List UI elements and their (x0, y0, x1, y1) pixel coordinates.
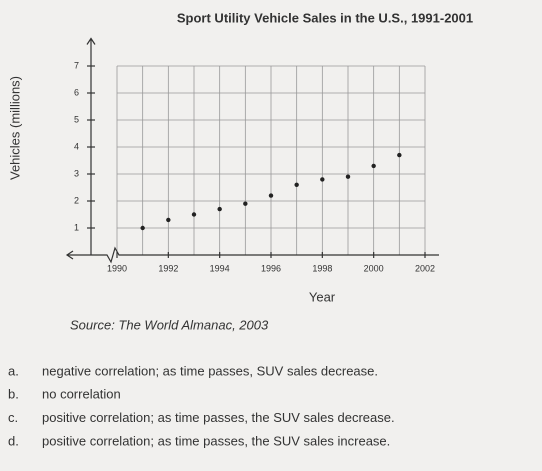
choice-letter: b. (8, 387, 19, 402)
y-tick-label: 4 (74, 141, 79, 151)
data-point (166, 217, 171, 223)
data-point (397, 152, 402, 158)
y-tick-label: 6 (74, 87, 79, 97)
data-point (294, 182, 299, 187)
choice-letter: d. (8, 433, 19, 448)
x-tick-label: 1990 (107, 263, 127, 273)
chart-title: Sport Utility Vehicle Sales in the U.S.,… (177, 10, 473, 25)
data-point (191, 212, 197, 217)
y-tick-label: 5 (74, 114, 79, 124)
x-axis (67, 246, 439, 264)
choice-text: positive correlation; as time passes, th… (42, 410, 395, 425)
data-point (140, 225, 145, 231)
y-tick-label: 1 (74, 222, 79, 232)
data-point (371, 163, 376, 169)
data-point (243, 201, 248, 206)
y-tick-label: 2 (74, 195, 79, 205)
data-point (345, 174, 351, 179)
choice-text: no correlation (42, 387, 121, 402)
y-axis-arrow (86, 37, 96, 45)
x-tick-label: 2002 (415, 263, 435, 273)
choice-text: positive correlation; as time passes, th… (42, 433, 390, 448)
data-point (268, 193, 274, 198)
data-point (320, 177, 325, 182)
x-axis-label: Year (309, 289, 336, 304)
choice-letter: a. (8, 363, 19, 378)
source-note: Source: The World Almanac, 2003 (70, 317, 269, 332)
x-tick-label: 2000 (364, 263, 384, 273)
y-axis-label: Vehicles (millions) (7, 76, 22, 180)
choice-letter: c. (8, 410, 18, 425)
x-tick-label: 1998 (312, 263, 332, 273)
x-tick-label: 1992 (158, 263, 178, 273)
x-tick-label: 1996 (261, 263, 281, 273)
choice-text: negative correlation; as time passes, SU… (42, 363, 378, 378)
y-tick-label: 3 (74, 168, 79, 178)
y-tick-label: 7 (74, 60, 79, 70)
data-point (217, 206, 222, 212)
choices: a. negative correlation; as time passes, … (8, 363, 395, 448)
x-tick-label: 1994 (210, 263, 230, 273)
x-axis-arrow (65, 250, 74, 260)
